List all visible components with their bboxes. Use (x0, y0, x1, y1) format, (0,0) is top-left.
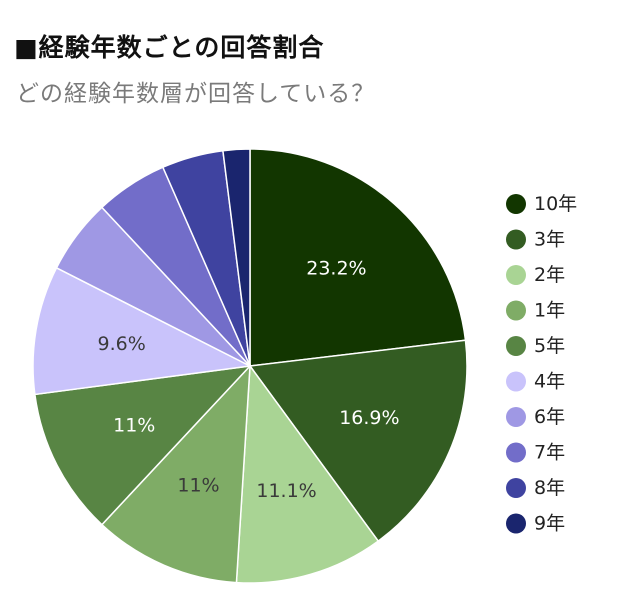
legend-swatch-7 (506, 442, 526, 463)
legend: 10年 3年 2年 1年 5年 4年 6年 7年 8年 9年 (506, 193, 577, 535)
legend-swatch-1 (506, 229, 526, 250)
pie-slice-0 (249, 148, 467, 367)
legend-swatch-6 (506, 407, 526, 427)
legend-swatch-4 (506, 336, 526, 356)
legend-label-3: 1年 (534, 300, 565, 322)
slice-data-label-2: 11.1% (256, 480, 316, 502)
legend-label-2: 2年 (534, 264, 565, 286)
legend-label-1: 3年 (534, 229, 565, 251)
pie-slice-2 (235, 363, 380, 584)
pie-slice-3 (100, 363, 251, 584)
legend-label-0: 10年 (534, 193, 577, 215)
slice-data-label-0: 23.2% (306, 258, 366, 280)
legend-swatch-5 (506, 371, 526, 392)
slice-data-label-4: 11% (113, 415, 155, 437)
legend-swatch-2 (506, 265, 526, 285)
legend-label-6: 6年 (534, 406, 565, 428)
chart-subtitle: どの経験年数層が回答している？ (16, 81, 376, 107)
chart-title: ■経験年数ごとの回答割合 (14, 33, 325, 62)
legend-swatch-8 (506, 478, 526, 498)
legend-swatch-3 (506, 300, 526, 321)
pie-slices (32, 148, 468, 584)
slice-data-label-3: 11% (177, 475, 219, 497)
slice-data-label-5: 9.6% (98, 333, 146, 355)
pie-slice-5 (32, 266, 253, 396)
legend-swatch-9 (506, 513, 526, 534)
slice-data-label-1: 16.9% (339, 407, 399, 429)
legend-swatch-0 (506, 194, 526, 214)
legend-label-4: 5年 (534, 335, 565, 357)
legend-label-8: 8年 (534, 477, 565, 499)
legend-label-7: 7年 (534, 442, 565, 464)
pie-data-labels: 23.2% 16.9% 11.1% 11% 11% 9.6% (98, 258, 400, 502)
legend-label-9: 9年 (534, 513, 565, 535)
pie-slice-1 (248, 339, 468, 543)
pie-slice-4 (34, 364, 252, 526)
pie-slice-9 (222, 148, 251, 367)
legend-label-5: 4年 (534, 371, 565, 393)
